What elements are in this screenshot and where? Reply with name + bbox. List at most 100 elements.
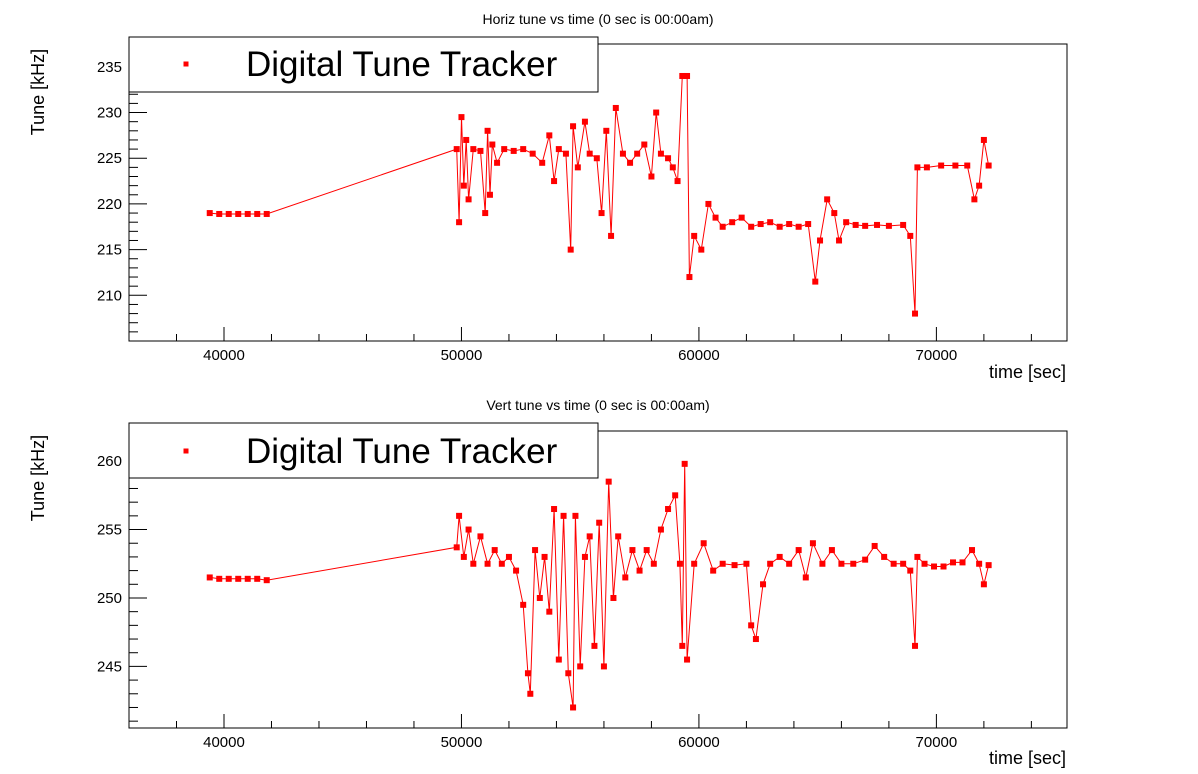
data-point [971,196,978,203]
data-point [648,173,655,180]
legend-label: Digital Tune Tracker [246,432,558,471]
data-point [562,150,569,157]
data-point [486,191,493,198]
data-point [831,210,838,217]
data-point [795,547,802,554]
x-tick-label: 60000 [678,734,720,751]
data-point [244,210,251,217]
data-point [976,182,983,189]
data-point [610,594,617,601]
data-point [605,478,612,485]
data-point [505,553,512,560]
data-point [225,210,232,217]
x-axis-label: time [sec] [989,362,1066,382]
data-point [577,663,584,670]
data-point [881,553,888,560]
data-point [748,622,755,629]
data-point [206,210,213,217]
data-point [470,560,477,567]
data-point [643,547,650,554]
data-point [921,560,928,567]
data-point [235,575,242,582]
data-point [551,506,558,513]
data-point [216,210,223,217]
data-point [828,547,835,554]
legend-marker [183,61,189,67]
data-point [482,210,489,217]
data-point [843,219,850,226]
legend-marker [183,448,189,454]
data-point [900,560,907,567]
data-point [263,210,270,217]
data-point [760,581,767,588]
data-point [603,127,610,134]
data-point [570,123,577,130]
data-point [567,246,574,253]
data-point [453,544,460,551]
data-point [263,577,270,584]
data-point [976,560,983,567]
data-point [636,567,643,574]
data-point [850,560,857,567]
data-point [817,237,824,244]
data-point [805,221,812,228]
data-point [460,553,467,560]
data-point [959,559,966,566]
data-point [710,567,717,574]
x-tick-label: 70000 [916,734,958,751]
data-point [900,221,907,228]
data-point [206,574,213,581]
data-point [679,72,686,79]
data-point [565,670,572,677]
data-point [586,533,593,540]
x-axis-label: time [sec] [989,748,1066,768]
data-point [653,109,660,116]
data-point [862,556,869,563]
data-point [674,178,681,185]
data-point [729,219,736,226]
data-point [541,553,548,560]
data-point [622,574,629,581]
data-point [890,560,897,567]
data-point [244,575,251,582]
x-tick-label: 50000 [441,734,483,751]
data-point [985,162,992,169]
y-tick-label: 235 [97,59,122,76]
data-point [912,310,919,317]
data-point [591,642,598,649]
series-line [209,463,990,708]
data-point [665,506,672,513]
chart-title: Vert tune vs time (0 sec is 00:00am) [486,397,709,413]
data-point [456,512,463,519]
data-point [923,164,930,171]
data-point [657,150,664,157]
data-point [524,670,531,677]
y-tick-label: 245 [97,658,122,675]
data-point [907,232,914,239]
data-point [809,540,816,547]
legend-label: Digital Tune Tracker [246,45,558,84]
data-point [593,155,600,162]
data-point [491,547,498,554]
data-point [555,146,562,153]
data-point [712,214,719,221]
data-point [536,594,543,601]
data-point [560,512,567,519]
y-tick-label: 225 [97,150,122,167]
data-point [615,533,622,540]
data-point [529,150,536,157]
vert-tune-panel: Vert tune vs time (0 sec is 00:00am) 400… [28,397,1068,768]
data-point [836,237,843,244]
data-point [914,164,921,171]
data-point [460,182,467,189]
data-point [489,141,496,148]
data-point [484,127,491,134]
data-point [824,196,831,203]
data-point [950,559,957,566]
data-point [684,72,691,79]
data-point [885,222,892,229]
y-tick-label: 220 [97,196,122,213]
data-point [498,560,505,567]
data-point [555,656,562,663]
legend-box [128,422,599,479]
